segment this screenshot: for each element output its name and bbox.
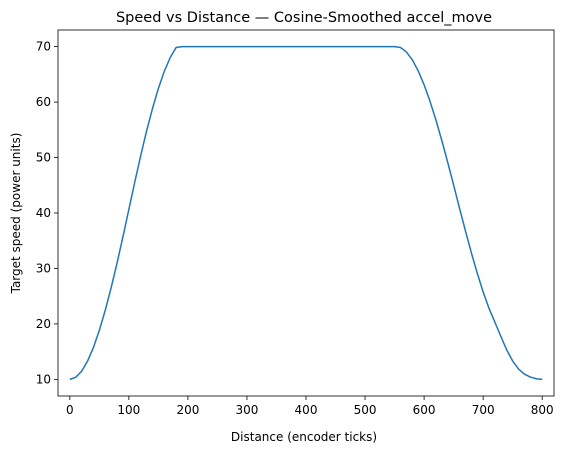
x-tick-label: 600 <box>413 403 436 417</box>
x-tick-label: 300 <box>235 403 258 417</box>
x-axis-label: Distance (encoder ticks) <box>231 430 377 444</box>
x-tick-label: 800 <box>531 403 554 417</box>
y-tick-label: 40 <box>36 206 51 220</box>
y-tick-label: 50 <box>36 151 51 165</box>
chart-title: Speed vs Distance — Cosine-Smoothed acce… <box>116 10 492 26</box>
y-tick-label: 20 <box>36 317 51 331</box>
y-tick-label: 10 <box>36 372 51 386</box>
x-tick-label: 700 <box>472 403 495 417</box>
x-tick-label: 200 <box>176 403 199 417</box>
x-tick-label: 400 <box>295 403 318 417</box>
x-tick-label: 500 <box>354 403 377 417</box>
x-tick-label: 0 <box>66 403 74 417</box>
x-tick-label: 100 <box>117 403 140 417</box>
y-tick-label: 60 <box>36 95 51 109</box>
y-tick-label: 70 <box>36 40 51 54</box>
y-tick-label: 30 <box>36 261 51 275</box>
y-axis-label: Target speed (power units) <box>9 133 23 295</box>
